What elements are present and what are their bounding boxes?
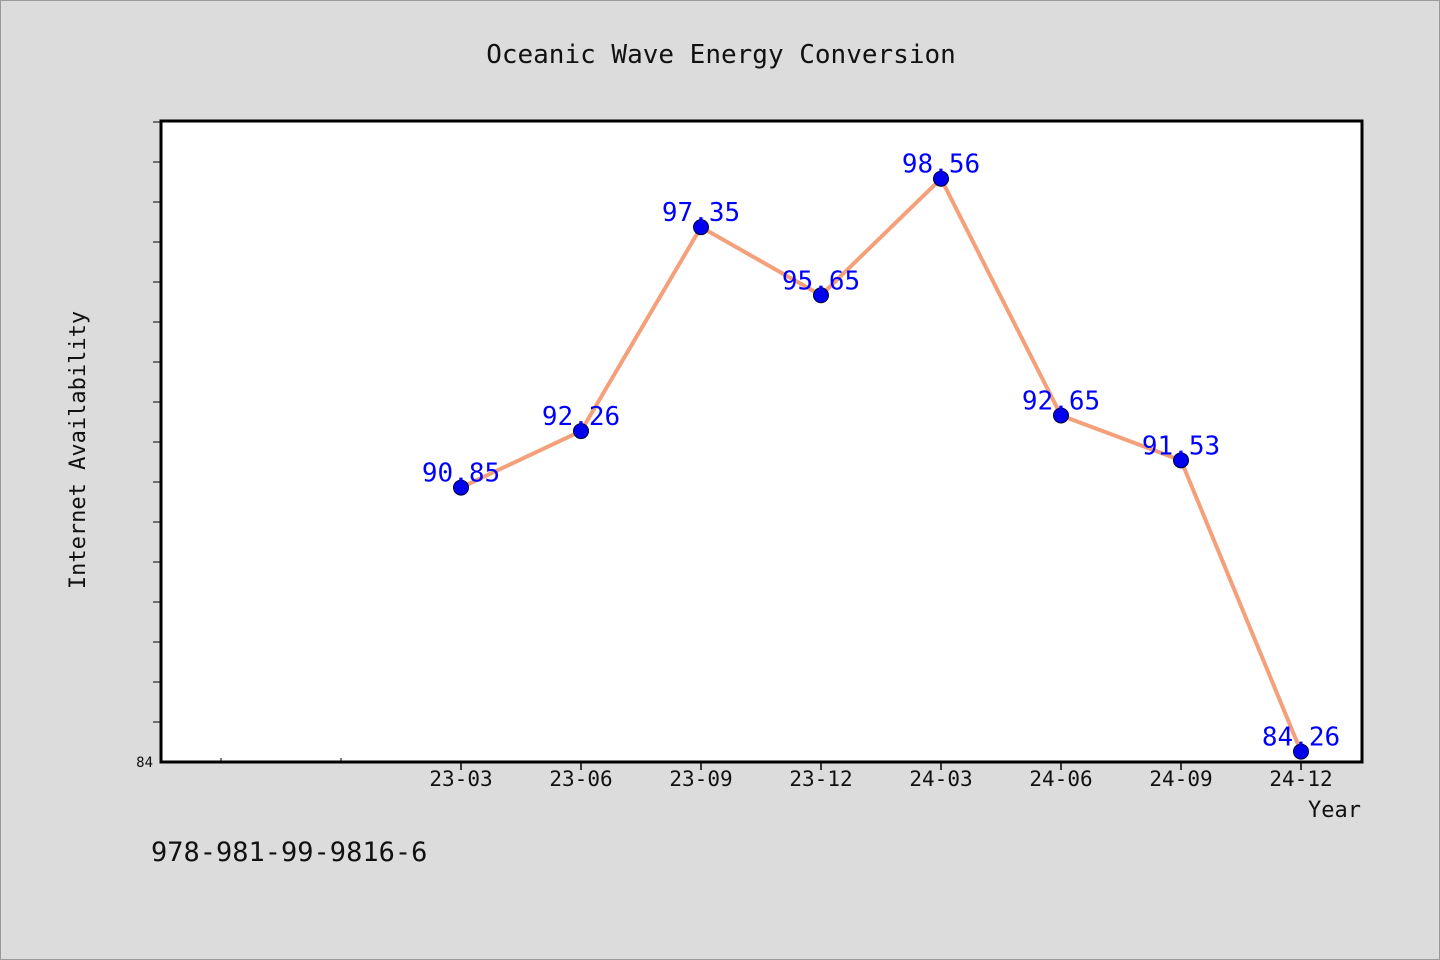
x-tick-label: 24-03 xyxy=(909,767,972,791)
data-point xyxy=(453,479,469,496)
y-axis-label: Internet Availability xyxy=(66,311,91,589)
data-point xyxy=(813,287,829,304)
x-tick-label: 24-06 xyxy=(1029,767,1092,791)
series-line xyxy=(460,176,1303,753)
data-point xyxy=(1053,407,1069,424)
series-layer: 90.85 92.26 97.35 95.65 98.56 92.65 91.53 84.26 xyxy=(422,150,1340,760)
x-tick-label: 23-12 xyxy=(789,767,852,791)
chart-title: Oceanic Wave Energy Conversion xyxy=(486,40,956,70)
y-axis-ticks: 84 xyxy=(136,121,161,771)
isbn-text: 978-981-99-9816-6 xyxy=(151,837,428,868)
data-label: 98.56 xyxy=(902,150,980,180)
x-axis-ticks: 23-03 23-06 23-09 23-12 24-03 24-06 24-09 24-12 xyxy=(220,758,1333,791)
x-tick-label: 24-12 xyxy=(1269,767,1332,791)
data-label: 84.26 xyxy=(1262,723,1340,753)
data-label: 92.65 xyxy=(1022,386,1100,416)
data-point xyxy=(1293,743,1309,760)
data-label: 97.35 xyxy=(662,198,740,228)
x-tick-label: 23-03 xyxy=(429,767,492,791)
data-label: 95.65 xyxy=(782,266,860,296)
data-point xyxy=(693,219,709,236)
x-tick-label: 23-09 xyxy=(669,767,732,791)
x-tick-label: 24-09 xyxy=(1149,767,1212,791)
data-label: 90.85 xyxy=(422,459,500,489)
x-axis-label: Year xyxy=(1308,798,1361,823)
data-point xyxy=(933,170,949,187)
y-tick-label: 84 xyxy=(136,755,153,771)
data-label: 91.53 xyxy=(1142,431,1220,461)
x-tick-label: 23-06 xyxy=(549,767,612,791)
plot-area xyxy=(159,119,1364,764)
data-point xyxy=(1173,452,1189,469)
data-point xyxy=(573,423,589,440)
data-label: 92.26 xyxy=(542,402,620,432)
